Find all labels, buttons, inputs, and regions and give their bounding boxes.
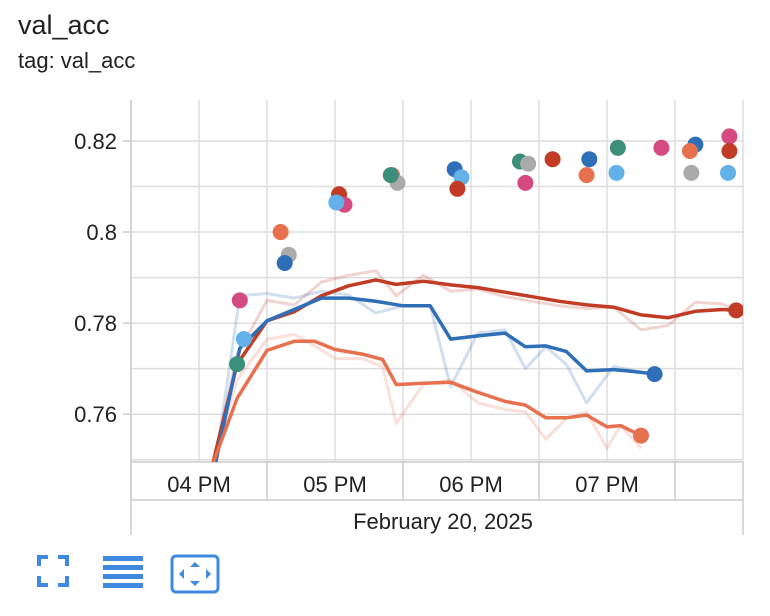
y-tick-label: 0.8 bbox=[86, 220, 117, 245]
x-tick-label: 06 PM bbox=[439, 472, 503, 497]
y-tick-label: 0.78 bbox=[74, 311, 117, 336]
toggle-log-list-icon bbox=[103, 556, 143, 588]
run-marker-point bbox=[276, 255, 293, 272]
toggle-log-list-button[interactable] bbox=[102, 554, 144, 595]
fullscreen-button[interactable] bbox=[36, 554, 70, 593]
fit-domain-icon bbox=[170, 554, 220, 594]
fullscreen-icon bbox=[37, 555, 69, 587]
series-endpoint bbox=[633, 427, 649, 444]
run-marker-point bbox=[608, 164, 625, 181]
run-marker-point bbox=[581, 151, 598, 168]
series-endpoint bbox=[728, 302, 743, 319]
card-tag-line: tag: val_acc bbox=[18, 48, 136, 73]
x-tick-label: 04 PM bbox=[167, 472, 231, 497]
x-tick-labels: 04 PM 05 PM 06 PM 07 PM bbox=[167, 472, 639, 497]
x-tick-label: 07 PM bbox=[575, 472, 639, 497]
run-marker-point bbox=[328, 194, 345, 211]
series-raw-line bbox=[214, 289, 655, 462]
run-marker-point bbox=[235, 331, 252, 348]
series-endpoint bbox=[646, 366, 663, 383]
run-marker-point bbox=[578, 167, 595, 184]
plot-background bbox=[131, 100, 743, 462]
run-marker-point bbox=[231, 292, 248, 309]
run-marker-point bbox=[720, 164, 737, 181]
y-tick-label: 0.76 bbox=[74, 402, 117, 427]
run-marker-point bbox=[520, 155, 537, 172]
run-marker-point bbox=[683, 164, 700, 181]
chart-grid bbox=[130, 100, 744, 462]
fit-domain-button[interactable] bbox=[170, 554, 220, 599]
y-tick-labels: 0.76 0.78 0.8 0.82 bbox=[74, 129, 117, 427]
run-marker-point bbox=[449, 180, 466, 197]
chart-axes bbox=[123, 100, 744, 535]
run-marker-point bbox=[382, 167, 399, 184]
run-marker-point bbox=[517, 174, 534, 191]
run-marker-point bbox=[653, 139, 670, 156]
x-tick-label: 05 PM bbox=[303, 472, 367, 497]
plot-area bbox=[211, 128, 743, 462]
run-marker-point bbox=[272, 224, 289, 241]
series-smoothed-line bbox=[211, 339, 643, 462]
x-axis-label: February 20, 2025 bbox=[353, 509, 533, 534]
y-tick-label: 0.82 bbox=[74, 129, 117, 154]
run-marker-point bbox=[544, 151, 561, 168]
line-chart: 0.76 0.78 0.8 0.82 04 PM 05 PM 06 PM 07 PM Feb… bbox=[74, 100, 744, 535]
run-marker-point bbox=[609, 139, 626, 156]
run-marker-point bbox=[721, 142, 738, 159]
series-smoothed-line bbox=[213, 296, 657, 462]
run-marker-point bbox=[681, 142, 698, 159]
card-title: val_acc bbox=[18, 10, 110, 40]
run-marker-point bbox=[721, 128, 738, 145]
run-marker-point bbox=[229, 356, 246, 373]
